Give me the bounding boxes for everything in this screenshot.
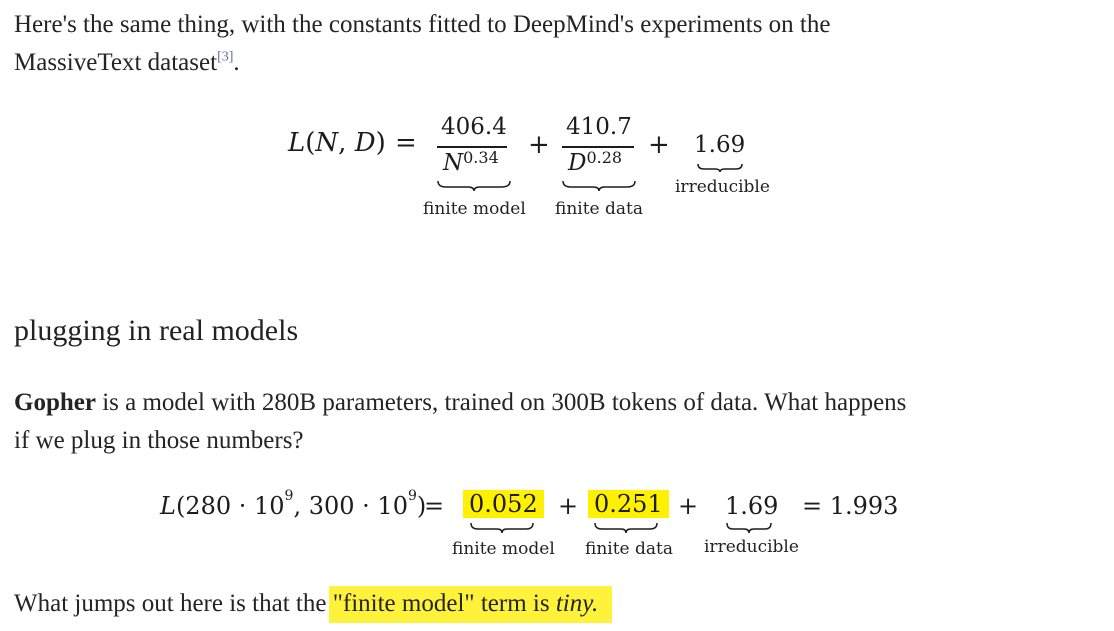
- gopher-line-2: if we plug in those numbers?: [14, 427, 304, 454]
- formula1-term1-denominator: N0.34: [443, 148, 499, 176]
- formula1-label-irreducible: irreducible: [675, 177, 770, 197]
- formula1-label-finite-model: finite model: [423, 199, 526, 219]
- formula2-underbrace-1: [470, 522, 534, 534]
- gopher-text: is a model with 280B parameters, trained…: [95, 389, 907, 416]
- formula1-underbrace-1: [437, 180, 511, 192]
- intro-line-1: Here's the same thing, with the constant…: [14, 6, 830, 44]
- conclusion-text: What jumps out here is that the: [14, 590, 333, 617]
- formula1-underbrace-2: [562, 180, 636, 192]
- formula2-term3: 1.69: [725, 492, 779, 520]
- intro-line-2: MassiveText dataset[3].: [14, 44, 240, 82]
- conclusion-line: What jumps out here is that the "finite …: [14, 585, 613, 623]
- formula1-underbrace-3: [697, 163, 743, 173]
- formula1-term2-denominator: D0.28: [568, 148, 623, 176]
- formula1-term2-numerator: 410.7: [566, 114, 632, 140]
- formula1-term1-fraction-bar: [437, 146, 507, 148]
- formula2-label-irreducible: irreducible: [704, 537, 799, 557]
- intro-text: Here's the same thing, with the constant…: [14, 11, 831, 38]
- section-heading: plugging in real models: [14, 314, 299, 347]
- formula2-result: = 1.993: [802, 492, 899, 520]
- conclusion-highlighted-text: "finite model" term is tiny.: [328, 586, 613, 623]
- formula2-underbrace-3: [726, 522, 772, 534]
- gopher-line-1: Gopher is a model with 280B parameters, …: [14, 384, 906, 422]
- formula2-label-finite-data: finite data: [585, 539, 674, 559]
- formula2-equals: =: [424, 492, 445, 520]
- formula2-term1-highlighted: 0.052: [463, 490, 544, 518]
- formula1-equals: =: [395, 128, 417, 158]
- citation-link[interactable]: [3]: [217, 49, 234, 65]
- formula2-term2-highlighted: 0.251: [588, 490, 669, 518]
- conclusion-italic: tiny.: [555, 590, 599, 617]
- intro-text-2: MassiveText dataset: [14, 49, 218, 76]
- intro-period: .: [233, 49, 240, 76]
- formula1-plus-2: +: [648, 130, 670, 160]
- formula2-plus-2: +: [678, 492, 699, 520]
- formula2-label-finite-model: finite model: [452, 539, 555, 559]
- formula2-lhs: L(280 · 109, 300 · 109): [160, 488, 427, 520]
- formula1-lhs: L(N, D): [288, 128, 386, 158]
- formula1-term1-numerator: 406.4: [441, 114, 507, 140]
- formula1-term3: 1.69: [694, 132, 746, 158]
- formula1-plus-1: +: [528, 130, 550, 160]
- formula1-term2-fraction-bar: [562, 146, 634, 148]
- formula2-plus-1: +: [558, 492, 579, 520]
- gopher-bold: Gopher: [14, 389, 96, 416]
- formula1-label-finite-data: finite data: [555, 199, 644, 219]
- formula2-underbrace-2: [594, 522, 658, 534]
